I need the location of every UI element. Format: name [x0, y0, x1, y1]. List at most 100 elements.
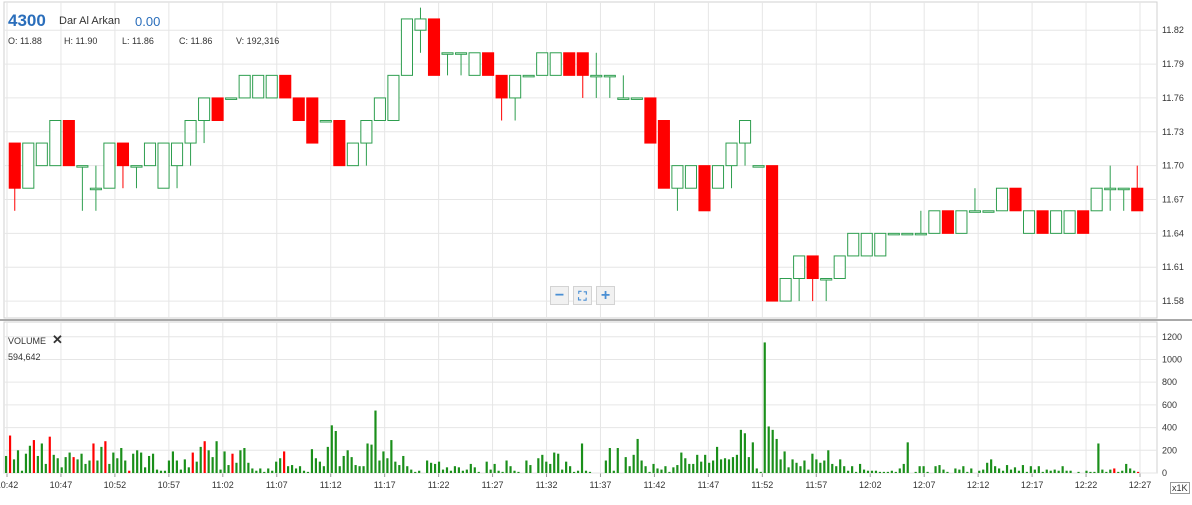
- volume-bar: [934, 466, 937, 473]
- candle: [752, 165, 765, 168]
- volume-bar: [120, 448, 123, 473]
- volume-bar: [1037, 466, 1040, 473]
- candle: [860, 232, 873, 257]
- volume-bar: [294, 468, 298, 473]
- candle: [928, 210, 941, 234]
- volume-bar: [676, 465, 679, 473]
- candle: [427, 18, 441, 76]
- volume-bar: [390, 440, 393, 473]
- candle: [644, 97, 657, 144]
- fit-to-screen-button[interactable]: ⛶: [573, 286, 592, 305]
- volume-bar: [140, 452, 143, 473]
- volume-bar: [473, 467, 476, 473]
- volume-bar: [163, 470, 167, 473]
- volume-bar: [1013, 467, 1017, 473]
- volume-bar: [660, 469, 663, 473]
- volume-bar: [529, 465, 532, 473]
- volume-bar: [80, 453, 83, 473]
- volume-bar: [882, 471, 885, 473]
- candle-body: [319, 120, 332, 123]
- zoom-out-button[interactable]: −: [550, 286, 569, 305]
- candle-body: [887, 232, 900, 236]
- volume-bar: [1085, 470, 1088, 473]
- candle-body: [657, 120, 670, 189]
- volume-bar: [1021, 465, 1025, 473]
- volume-bar: [731, 457, 735, 473]
- volume-bar: [52, 454, 55, 473]
- candle-body: [928, 210, 941, 234]
- volume-bar: [1025, 471, 1028, 473]
- volume-bar: [8, 435, 12, 473]
- candle: [887, 232, 900, 236]
- volume-bar: [545, 461, 548, 473]
- volume-bar: [775, 438, 778, 473]
- volume-bar: [827, 450, 830, 473]
- volume-bar: [759, 471, 762, 473]
- candle-body: [468, 52, 481, 76]
- volume-bar: [437, 461, 441, 473]
- candle-body: [995, 187, 1009, 212]
- price-y-tick-label: 11.82: [1162, 25, 1184, 35]
- volume-bar: [330, 425, 333, 473]
- candle-body: [684, 165, 697, 189]
- candle-body: [522, 74, 535, 78]
- volume-bar: [406, 466, 409, 473]
- candle: [711, 165, 725, 189]
- volume-bar: [247, 462, 250, 473]
- volume-bar: [271, 470, 274, 473]
- volume-bar: [815, 459, 818, 473]
- volume-y-tick-label: 400: [1162, 423, 1177, 433]
- volume-total: 594,642: [8, 352, 41, 362]
- candle: [766, 165, 779, 302]
- volume-bar: [1005, 465, 1009, 473]
- zoom-in-button[interactable]: +: [596, 286, 615, 305]
- candle-body: [279, 74, 292, 99]
- x-tick-label: 11:17: [374, 480, 396, 490]
- volume-bar: [374, 410, 377, 473]
- candle-body: [779, 278, 792, 302]
- volume-bar: [1001, 470, 1005, 473]
- candle: [130, 165, 143, 189]
- volume-bar: [275, 461, 278, 473]
- volume-bar: [807, 469, 810, 473]
- candle-body: [1036, 210, 1049, 234]
- volume-bar: [1137, 471, 1140, 473]
- candle: [319, 120, 332, 123]
- volume-unit-badge: x1K: [1170, 482, 1190, 494]
- candle: [198, 97, 211, 144]
- volume-bar: [251, 468, 254, 473]
- volume-bar: [195, 461, 198, 473]
- candle: [725, 142, 738, 189]
- volume-bar: [616, 448, 619, 473]
- volume-bar: [549, 463, 552, 473]
- volume-bar: [791, 459, 794, 473]
- candle-body: [306, 97, 319, 144]
- ohlc-close: C: 11.86: [179, 36, 213, 46]
- price-y-tick-label: 11.61: [1162, 262, 1184, 272]
- candle: [779, 278, 792, 302]
- close-volume-icon[interactable]: ✕: [52, 332, 63, 347]
- x-tick-label: 11:37: [590, 480, 612, 490]
- volume-bar: [751, 442, 754, 473]
- candle-body: [860, 232, 873, 257]
- volume-bar: [167, 460, 171, 473]
- volume-bar: [541, 454, 544, 473]
- volume-bar: [219, 469, 222, 473]
- volume-bar: [203, 441, 206, 473]
- candle-body: [563, 52, 576, 76]
- volume-bar: [1133, 470, 1136, 473]
- volume-bar: [1045, 469, 1048, 473]
- candle: [306, 97, 319, 144]
- candle: [941, 210, 954, 234]
- volume-y-tick-label: 0: [1162, 468, 1167, 478]
- candle-body: [1090, 187, 1103, 212]
- volume-bar: [263, 471, 266, 473]
- volume-bar: [449, 470, 453, 473]
- candle-body: [982, 210, 995, 213]
- volume-bar: [1109, 469, 1112, 473]
- volume-bar: [982, 469, 985, 473]
- candle-body: [711, 165, 725, 189]
- volume-bar: [302, 470, 306, 473]
- x-tick-label: 10:42: [0, 480, 18, 490]
